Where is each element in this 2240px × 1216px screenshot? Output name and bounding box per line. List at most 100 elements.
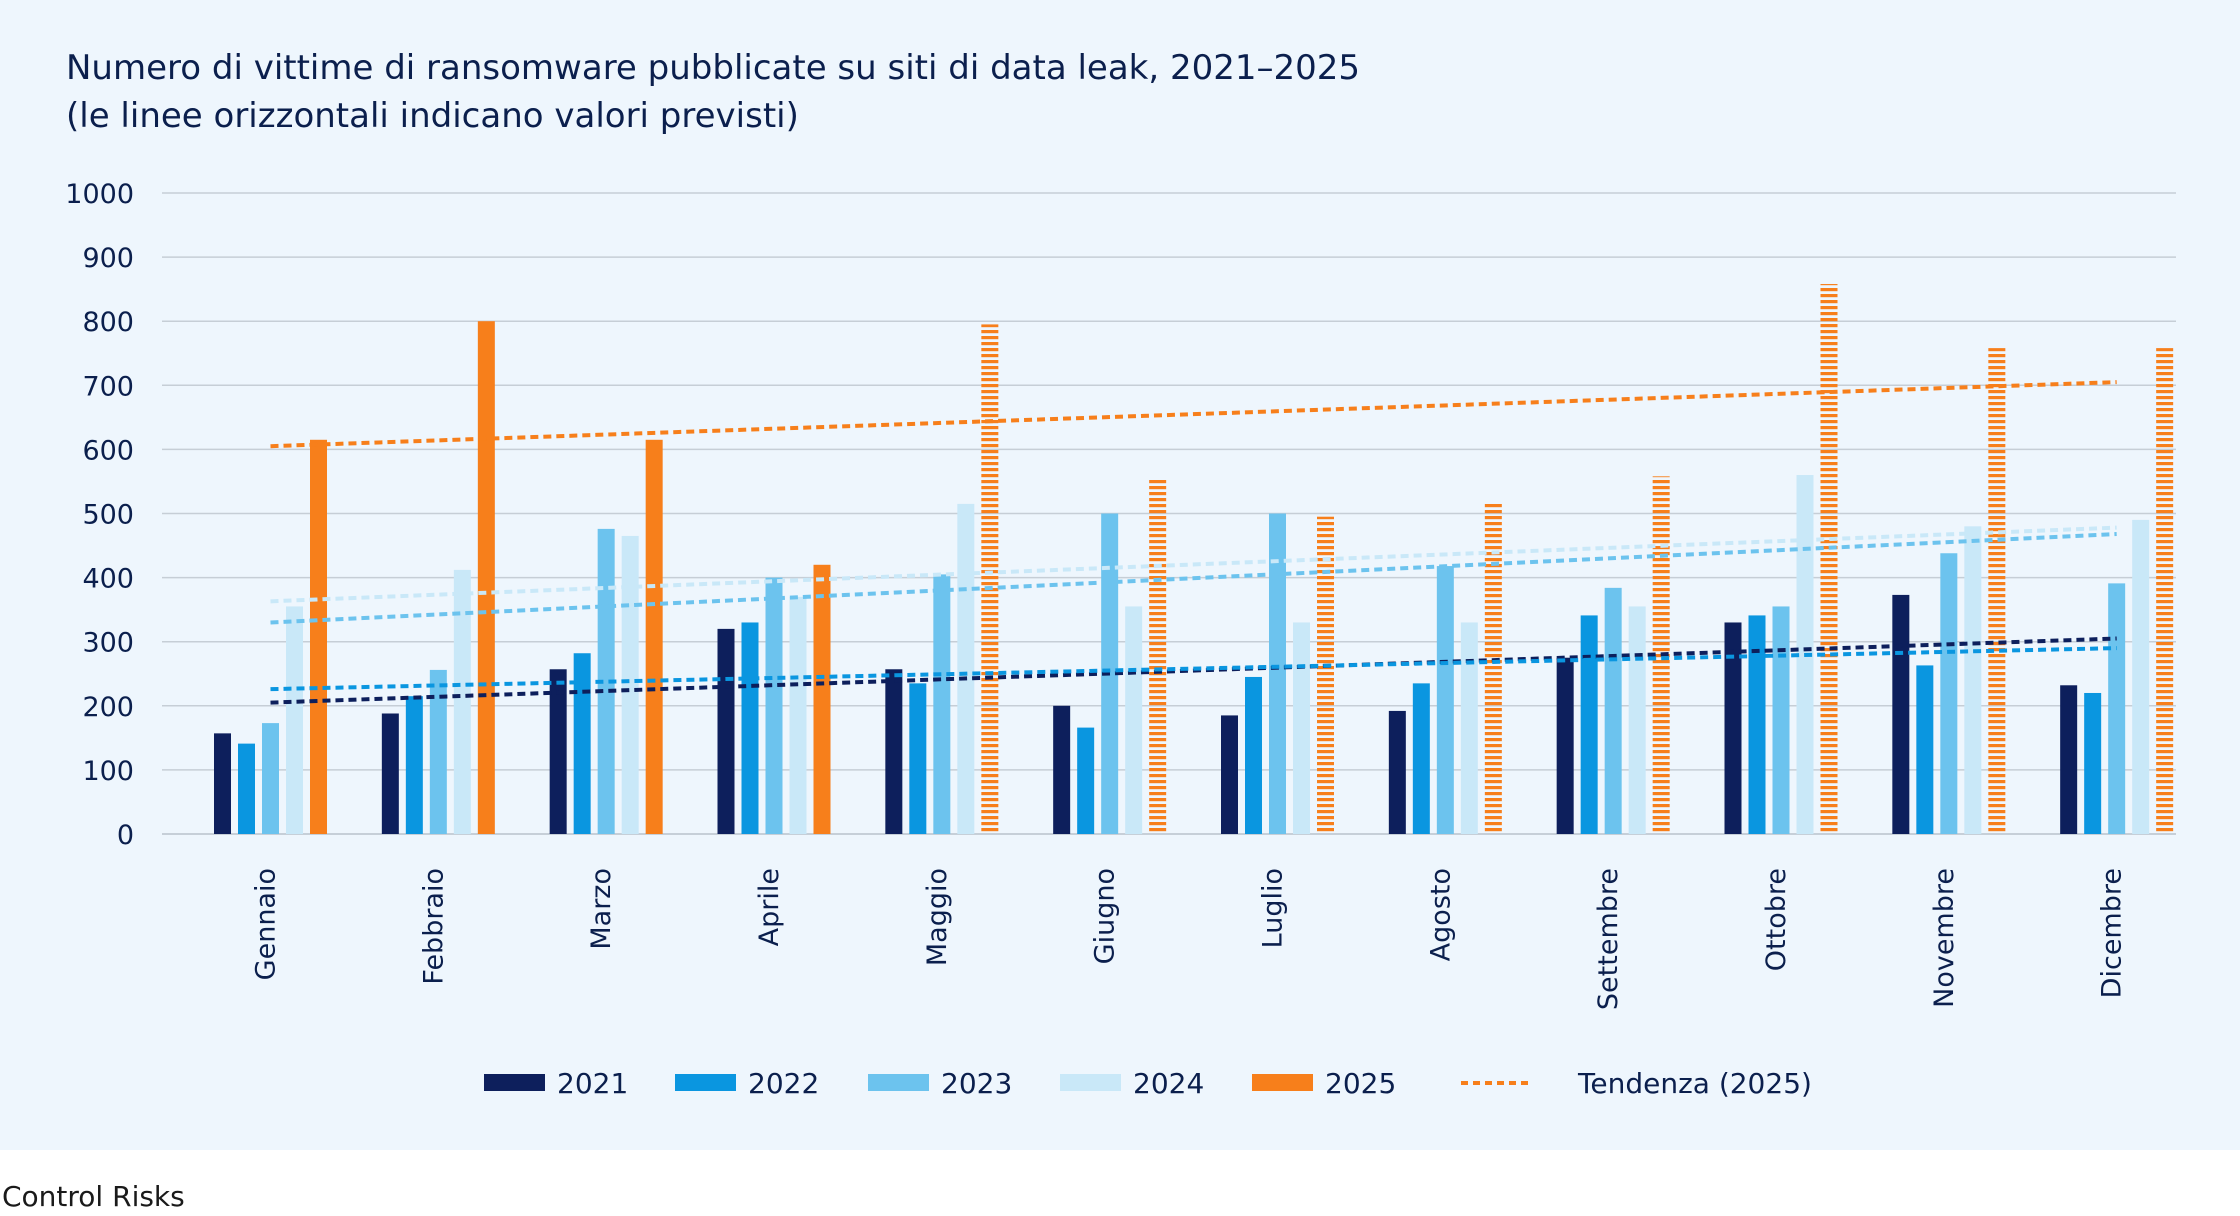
legend-label: 2024	[1133, 1067, 1204, 1100]
y-tick-label: 0	[117, 820, 134, 851]
y-tick-label: 200	[82, 692, 134, 723]
chart-title-line2: (le linee orizzontali indicano valori pr…	[66, 96, 799, 136]
bar-2025-Novembre	[1988, 348, 2006, 834]
bar-2022-Maggio	[909, 683, 927, 834]
y-tick-label: 1000	[65, 179, 134, 210]
legend-swatch-2022	[675, 1074, 736, 1091]
bar-2025-Marzo	[645, 439, 663, 834]
legend-label: 2025	[1325, 1067, 1396, 1100]
x-tick-label: Dicembre	[2097, 868, 2128, 998]
bar-2025-Maggio	[981, 324, 999, 834]
legend-label: 2023	[941, 1067, 1012, 1100]
y-tick-label: 600	[82, 435, 134, 466]
bar-2021-Luglio	[1221, 715, 1238, 834]
bar-2024-Luglio	[1293, 622, 1310, 834]
x-tick-label: Agosto	[1425, 868, 1456, 961]
bar-2023-Febbraio	[429, 669, 447, 834]
legend-swatch-2021	[484, 1074, 545, 1091]
bar-2022-Agosto	[1412, 683, 1430, 834]
bar-2021-Agosto	[1388, 710, 1406, 834]
x-tick-label: Luglio	[1258, 868, 1289, 948]
bar-2021-Ottobre	[1724, 622, 1742, 834]
x-tick-label: Gennaio	[251, 868, 282, 980]
bar-2022-Febbraio	[405, 696, 423, 834]
chart-panel: Numero di vittime di ransomware pubblica…	[0, 0, 2240, 1150]
bar-2025-Ottobre	[1820, 284, 1838, 835]
bar-2024-Maggio	[957, 503, 975, 834]
bar-2025-Febbraio	[477, 321, 495, 834]
bar-2022-Giugno	[1077, 727, 1095, 834]
x-tick-label: Maggio	[922, 868, 953, 966]
legend-swatch-2024	[1060, 1074, 1121, 1091]
bar-2021-Aprile	[717, 628, 735, 834]
bar-2022-Ottobre	[1748, 615, 1766, 834]
bar-2025-Aprile	[813, 564, 831, 834]
bar-2023-Luglio	[1269, 513, 1286, 834]
y-tick-label: 300	[82, 628, 134, 659]
ransomware-bar-chart: 0 100 200 300 400 500 600 700 800 900 1000 Gennaio F…	[65, 179, 2176, 1100]
bar-2024-Gennaio	[286, 606, 303, 834]
bar-2023-Novembre	[1940, 553, 1958, 834]
x-tick-label: Marzo	[586, 868, 617, 950]
bar-2022-Aprile	[741, 622, 759, 834]
bar-2021-Gennaio	[214, 733, 231, 834]
bar-2024-Novembre	[1964, 526, 1982, 834]
trendline-2022	[270, 646, 2117, 692]
bar-2025-Dicembre	[2156, 348, 2174, 834]
bar-2023-Settembre	[1604, 587, 1622, 834]
legend-label-trend: Tendenza (2025)	[1577, 1067, 1812, 1100]
bar-2021-Dicembre	[2060, 685, 2078, 834]
bar-2021-Febbraio	[381, 713, 399, 834]
bar-2023-Agosto	[1436, 566, 1454, 834]
bar-2023-Aprile	[765, 577, 783, 834]
legend-swatch-2025	[1252, 1074, 1313, 1091]
y-tick-label: 400	[82, 564, 134, 595]
chart-title: Numero di vittime di ransomware pubblica…	[66, 44, 1360, 140]
legend-label: 2022	[748, 1067, 819, 1100]
trendline-2025	[270, 380, 2117, 449]
y-tick-label: 700	[82, 371, 134, 402]
bar-2022-Novembre	[1916, 665, 1934, 834]
bar-2022-Gennaio	[238, 743, 255, 834]
y-tick-label: 900	[82, 243, 134, 274]
bar-2023-Dicembre	[2108, 583, 2126, 834]
x-tick-label: Ottobre	[1761, 868, 1792, 971]
chart-title-line1: Numero di vittime di ransomware pubblica…	[66, 48, 1361, 88]
bar-2021-Settembre	[1556, 657, 1574, 834]
trendline-2024	[270, 525, 2117, 604]
bar-2025-Giugno	[1149, 478, 1167, 834]
bar-2023-Gennaio	[262, 723, 279, 834]
y-tick-label: 500	[82, 500, 134, 531]
bar-2023-Ottobre	[1772, 606, 1790, 834]
bar-2024-Dicembre	[2132, 519, 2150, 834]
legend-label: 2021	[557, 1067, 628, 1100]
x-tick-label: Aprile	[754, 868, 785, 946]
bar-2022-Luglio	[1245, 676, 1262, 834]
bar-2023-Maggio	[933, 574, 951, 834]
bar-2021-Maggio	[885, 669, 903, 834]
bar-2024-Settembre	[1628, 606, 1646, 834]
bar-2022-Marzo	[573, 653, 591, 834]
x-tick-label: Giugno	[1090, 868, 1121, 964]
source-label: Control Risks	[2, 1180, 185, 1213]
x-tick-label: Settembre	[1593, 868, 1624, 1010]
y-tick-label: 800	[82, 307, 134, 338]
bar-2024-Agosto	[1460, 622, 1478, 834]
bar-2025-Agosto	[1484, 501, 1502, 834]
bar-2021-Novembre	[1892, 594, 1910, 834]
bar-2025-Gennaio	[310, 439, 327, 834]
bar-2025-Luglio	[1317, 516, 1334, 834]
bar-2024-Giugno	[1125, 606, 1143, 834]
x-tick-label: Febbraio	[418, 868, 449, 985]
bar-2024-Febbraio	[453, 569, 471, 834]
trendline-2023	[270, 532, 2117, 625]
x-tick-label: Novembre	[1929, 868, 1960, 1008]
bar-2022-Settembre	[1580, 615, 1598, 834]
legend-swatch-2023	[868, 1074, 929, 1091]
bar-2022-Dicembre	[2084, 692, 2102, 834]
bar-2021-Giugno	[1053, 705, 1071, 834]
bar-2021-Marzo	[549, 669, 567, 834]
bar-2024-Marzo	[621, 535, 639, 834]
bar-2024-Aprile	[789, 596, 807, 834]
y-tick-label: 100	[82, 756, 134, 787]
